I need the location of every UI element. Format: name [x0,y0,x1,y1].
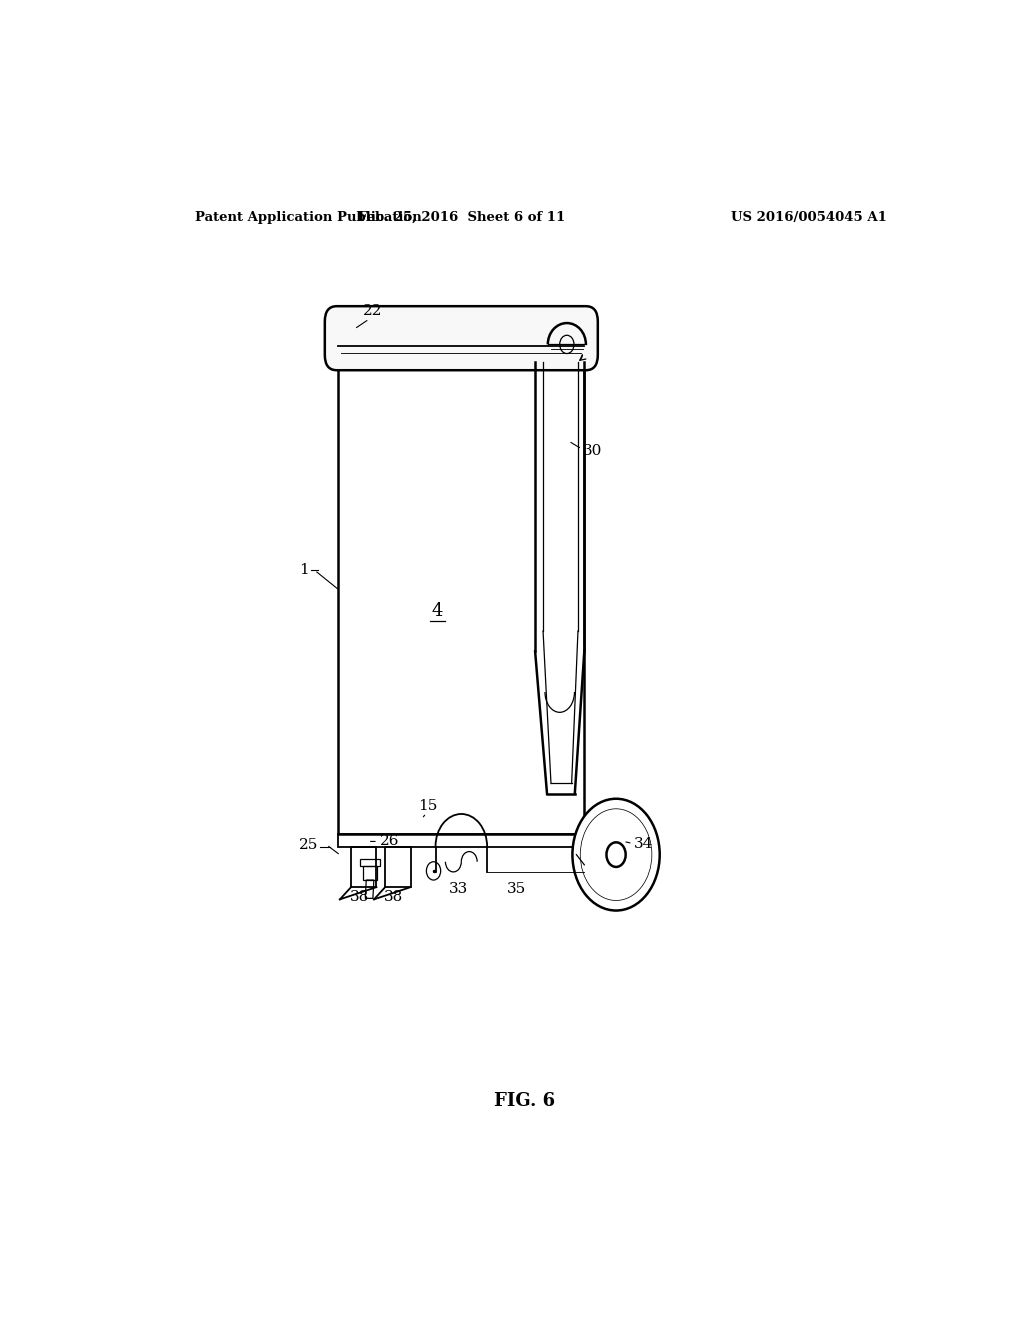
Text: 30: 30 [583,444,602,458]
Circle shape [606,842,626,867]
Text: 4: 4 [432,602,443,619]
Text: 38: 38 [350,890,370,904]
Text: 34: 34 [634,837,653,851]
Text: 1: 1 [299,564,309,577]
Text: Patent Application Publication: Patent Application Publication [196,211,422,224]
Text: 38: 38 [384,890,403,904]
Text: 35: 35 [507,882,526,896]
Text: 22: 22 [362,304,382,318]
Text: 33: 33 [450,882,469,896]
Text: FIG. 6: FIG. 6 [495,1092,555,1110]
Text: US 2016/0054045 A1: US 2016/0054045 A1 [731,211,887,224]
Text: Feb. 25, 2016  Sheet 6 of 11: Feb. 25, 2016 Sheet 6 of 11 [357,211,565,224]
Circle shape [572,799,659,911]
Text: 15: 15 [418,799,437,813]
Text: 25: 25 [299,838,318,853]
Text: 26: 26 [380,834,399,849]
FancyBboxPatch shape [325,306,598,370]
